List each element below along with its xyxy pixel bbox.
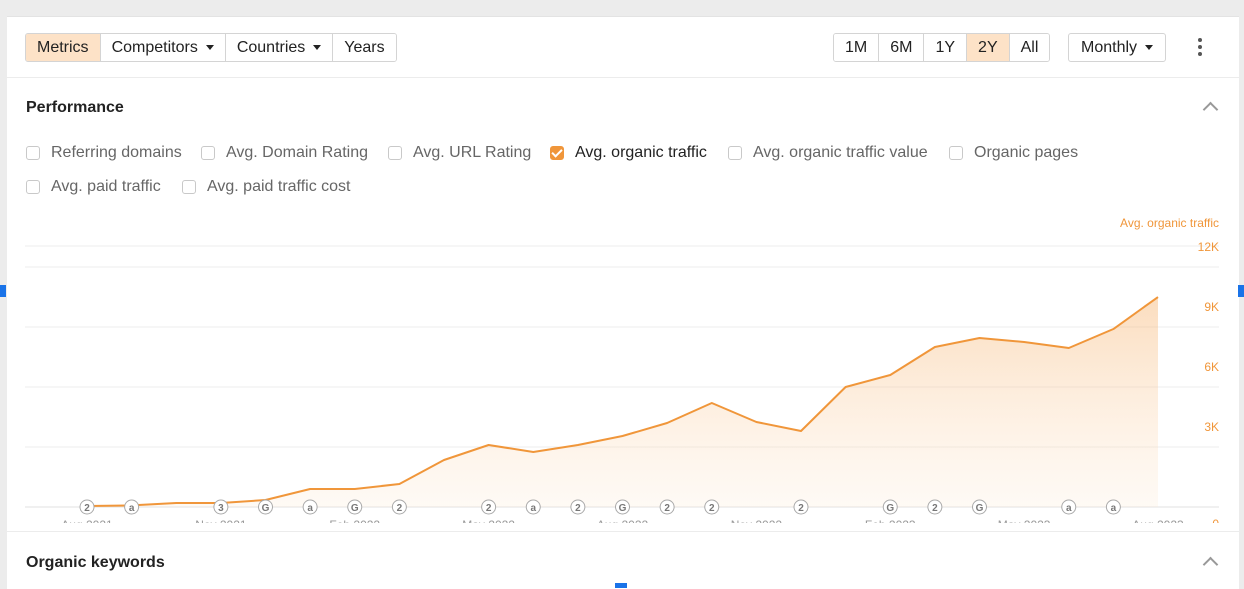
tab-metrics[interactable]: Metrics: [26, 34, 101, 61]
metric-referring-domains-checkbox[interactable]: Referring domains: [26, 144, 182, 162]
y-tick-label: 3K: [1204, 420, 1219, 434]
annotation-marker-label: G: [351, 503, 359, 514]
checkbox-box: [182, 180, 196, 194]
metric-organic-traffic-checkbox[interactable]: Avg. organic traffic: [550, 144, 707, 162]
metric-domain-rating-checkbox[interactable]: Avg. Domain Rating: [201, 144, 368, 162]
metric-label: Avg. Domain Rating: [226, 144, 368, 162]
annotation-marker-label: a: [307, 503, 313, 514]
kebab-menu-icon[interactable]: [1195, 38, 1205, 58]
range-tabs: 1M 6M 1Y 2Y All: [833, 33, 1050, 62]
chevron-up-icon[interactable]: [1203, 102, 1219, 118]
x-tick-label: Nov 2021: [195, 518, 247, 523]
annotation-marker-label: G: [619, 503, 627, 514]
chevron-up-icon[interactable]: [1203, 557, 1219, 573]
y-tick-label: 0: [1212, 517, 1219, 523]
x-tick-label: Nov 2022: [731, 518, 783, 523]
x-tick-label: Aug 2023: [1132, 518, 1184, 523]
metric-paid-traffic-cost-checkbox[interactable]: Avg. paid traffic cost: [182, 178, 350, 196]
checkbox-box: [26, 180, 40, 194]
edge-marker: [1238, 285, 1244, 297]
organic-keywords-title: Organic keywords: [26, 554, 165, 572]
annotation-marker-label: a: [1066, 503, 1072, 514]
checkbox-box: [949, 146, 963, 160]
checkbox-box: [26, 146, 40, 160]
traffic-area: [87, 297, 1158, 507]
x-tick-label: May 2022: [462, 518, 515, 523]
x-tick-label: Aug 2021: [61, 518, 113, 523]
x-tick-label: Aug 2022: [597, 518, 649, 523]
metric-label: Avg. paid traffic: [51, 178, 161, 196]
metric-label: Organic pages: [974, 144, 1078, 162]
y-tick-label: 6K: [1204, 360, 1219, 374]
caret-down-icon: [1145, 45, 1153, 50]
annotation-marker-label: 3: [218, 503, 224, 514]
metric-paid-traffic-checkbox[interactable]: Avg. paid traffic: [26, 178, 161, 196]
metric-label: Referring domains: [51, 144, 182, 162]
metric-organic-traffic-value-checkbox[interactable]: Avg. organic traffic value: [728, 144, 928, 162]
annotation-marker-label: 2: [84, 503, 90, 514]
annotation-marker-label: 2: [397, 503, 403, 514]
x-tick-label: Feb 2022: [329, 518, 380, 523]
annotation-marker-label: 2: [664, 503, 670, 514]
y-axis-label: Avg. organic traffic: [1120, 216, 1219, 230]
checkbox-box: [201, 146, 215, 160]
annotation-marker-label: G: [976, 503, 984, 514]
checkbox-box: [550, 146, 564, 160]
interval-label: Monthly: [1081, 39, 1137, 56]
annotation-marker-label: a: [129, 503, 135, 514]
checkbox-box: [728, 146, 742, 160]
view-tabs: Metrics Competitors Countries Years: [25, 33, 397, 62]
metric-label: Avg. paid traffic cost: [207, 178, 350, 196]
range-all-button[interactable]: All: [1010, 34, 1050, 61]
annotation-marker-label: a: [530, 503, 536, 514]
annotation-marker-label: a: [1111, 503, 1117, 514]
range-1m-button[interactable]: 1M: [834, 34, 879, 61]
competitors-dropdown[interactable]: Competitors: [101, 34, 226, 61]
metric-label: Avg. organic traffic: [575, 144, 707, 162]
interval-dropdown[interactable]: Monthly: [1068, 33, 1166, 62]
countries-dropdown[interactable]: Countries: [226, 34, 333, 61]
annotation-marker-label: G: [886, 503, 894, 514]
checkbox-box: [388, 146, 402, 160]
caret-down-icon: [313, 45, 321, 50]
annotation-marker-label: 2: [709, 503, 715, 514]
annotation-marker-label: 2: [798, 503, 804, 514]
metric-label: Avg. organic traffic value: [753, 144, 928, 162]
organic-traffic-chart: 2 a 3 Ga G 2 2 a 2 G 2 2 2 G 2 Ga a 0 3K 6K 9K 12K Avg. organ…: [7, 213, 1239, 523]
divider: [7, 531, 1239, 532]
caret-down-icon: [206, 45, 214, 50]
annotation-marker-label: 2: [932, 503, 938, 514]
range-6m-button[interactable]: 6M: [879, 34, 924, 61]
range-2y-button[interactable]: 2Y: [967, 34, 1010, 61]
x-tick-label: Feb 2023: [865, 518, 916, 523]
tab-years[interactable]: Years: [333, 34, 395, 61]
annotation-marker-label: G: [262, 503, 270, 514]
annotation-marker-label: 2: [575, 503, 581, 514]
edge-marker: [0, 285, 6, 297]
divider: [7, 77, 1239, 78]
performance-title: Performance: [26, 99, 124, 117]
metric-label: Avg. URL Rating: [413, 144, 531, 162]
main-card: Metrics Competitors Countries Years 1M 6…: [7, 16, 1239, 589]
y-tick-label: 12K: [1198, 240, 1219, 254]
metric-url-rating-checkbox[interactable]: Avg. URL Rating: [388, 144, 531, 162]
x-tick-label: May 2023: [998, 518, 1051, 523]
range-1y-button[interactable]: 1Y: [924, 34, 967, 61]
edge-marker: [615, 583, 627, 588]
annotation-marker-label: 2: [486, 503, 492, 514]
metric-organic-pages-checkbox[interactable]: Organic pages: [949, 144, 1078, 162]
y-tick-label: 9K: [1204, 300, 1219, 314]
